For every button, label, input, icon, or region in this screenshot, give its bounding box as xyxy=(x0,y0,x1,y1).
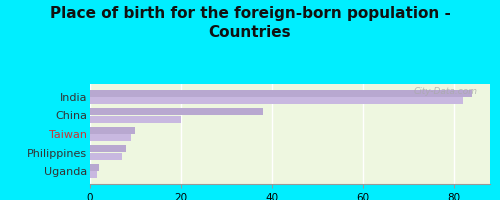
Bar xyxy=(90,164,99,171)
Text: Place of birth for the foreign-born population -
Countries: Place of birth for the foreign-born popu… xyxy=(50,6,450,40)
Text: City-Data.com: City-Data.com xyxy=(414,87,478,96)
Bar xyxy=(90,153,122,160)
Bar xyxy=(90,127,136,134)
Bar xyxy=(90,145,126,152)
Bar xyxy=(90,108,262,115)
Bar xyxy=(90,116,181,123)
Bar xyxy=(90,134,131,141)
Bar xyxy=(90,90,472,97)
Bar xyxy=(90,171,97,178)
Bar xyxy=(90,97,463,104)
